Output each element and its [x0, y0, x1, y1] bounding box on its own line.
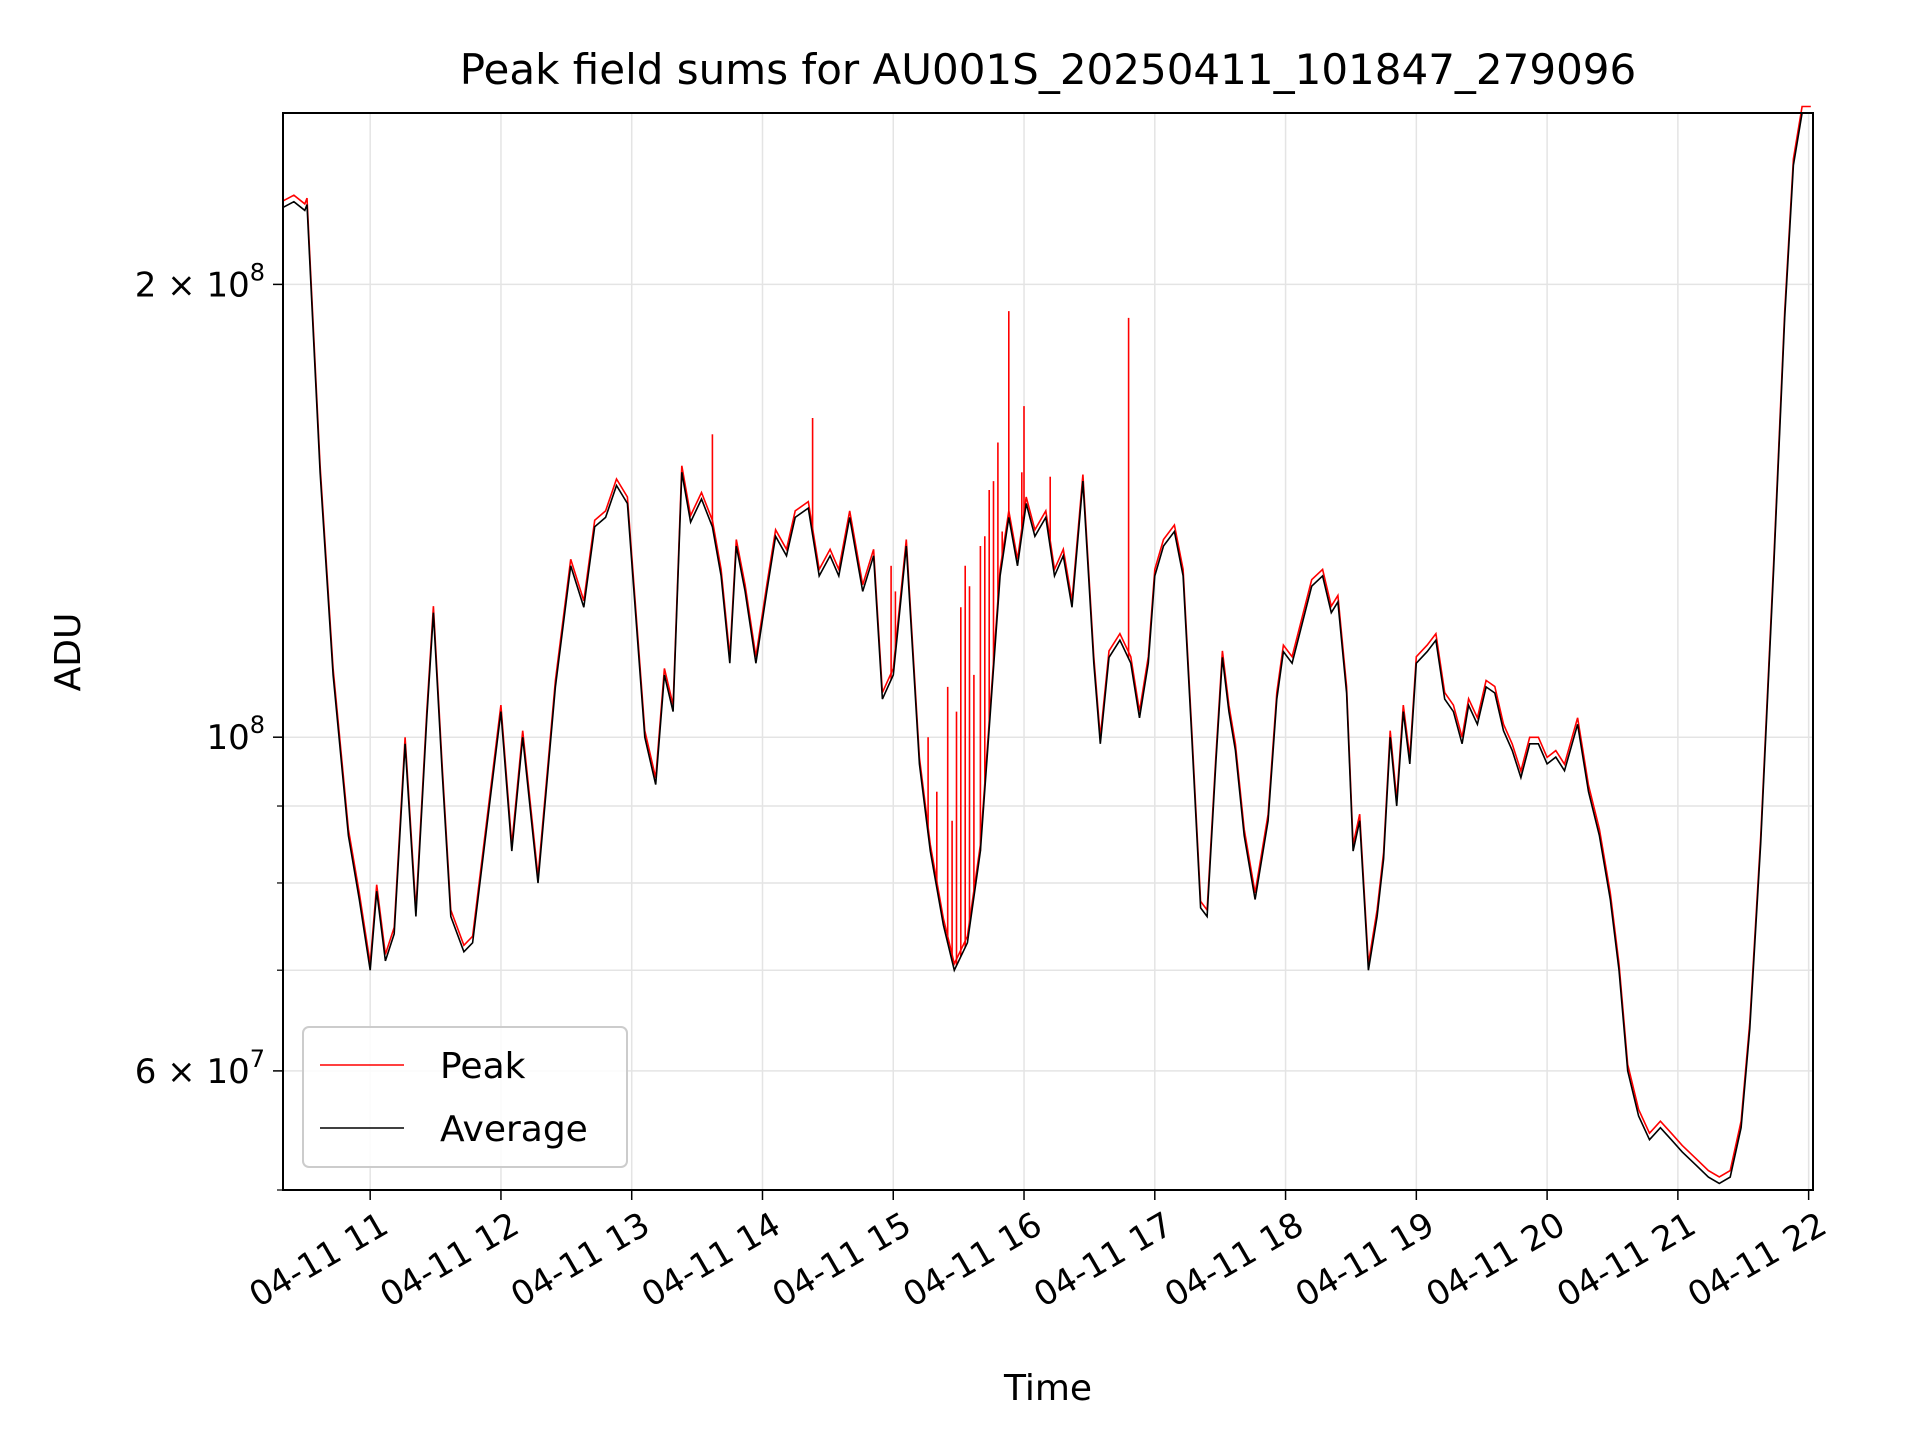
legend-label-peak: Peak: [440, 1046, 526, 1087]
x-axis-label: Time: [1003, 1368, 1092, 1409]
legend: Peak Average: [302, 1026, 628, 1168]
y-tick-label: 2 × 108: [135, 258, 265, 305]
y-tick-label: 6 × 107: [135, 1045, 265, 1092]
y-tick-label: 108: [206, 711, 265, 758]
legend-label-average: Average: [440, 1109, 588, 1150]
plot-series: [282, 105, 1811, 1185]
plot-frame: [282, 112, 1814, 1191]
legend-box: [302, 1026, 628, 1168]
chart-title: Peak field sums for AU001S_20250411_1018…: [460, 45, 1637, 94]
average-line: [282, 112, 1811, 1185]
y-axis-label: ADU: [48, 613, 89, 692]
